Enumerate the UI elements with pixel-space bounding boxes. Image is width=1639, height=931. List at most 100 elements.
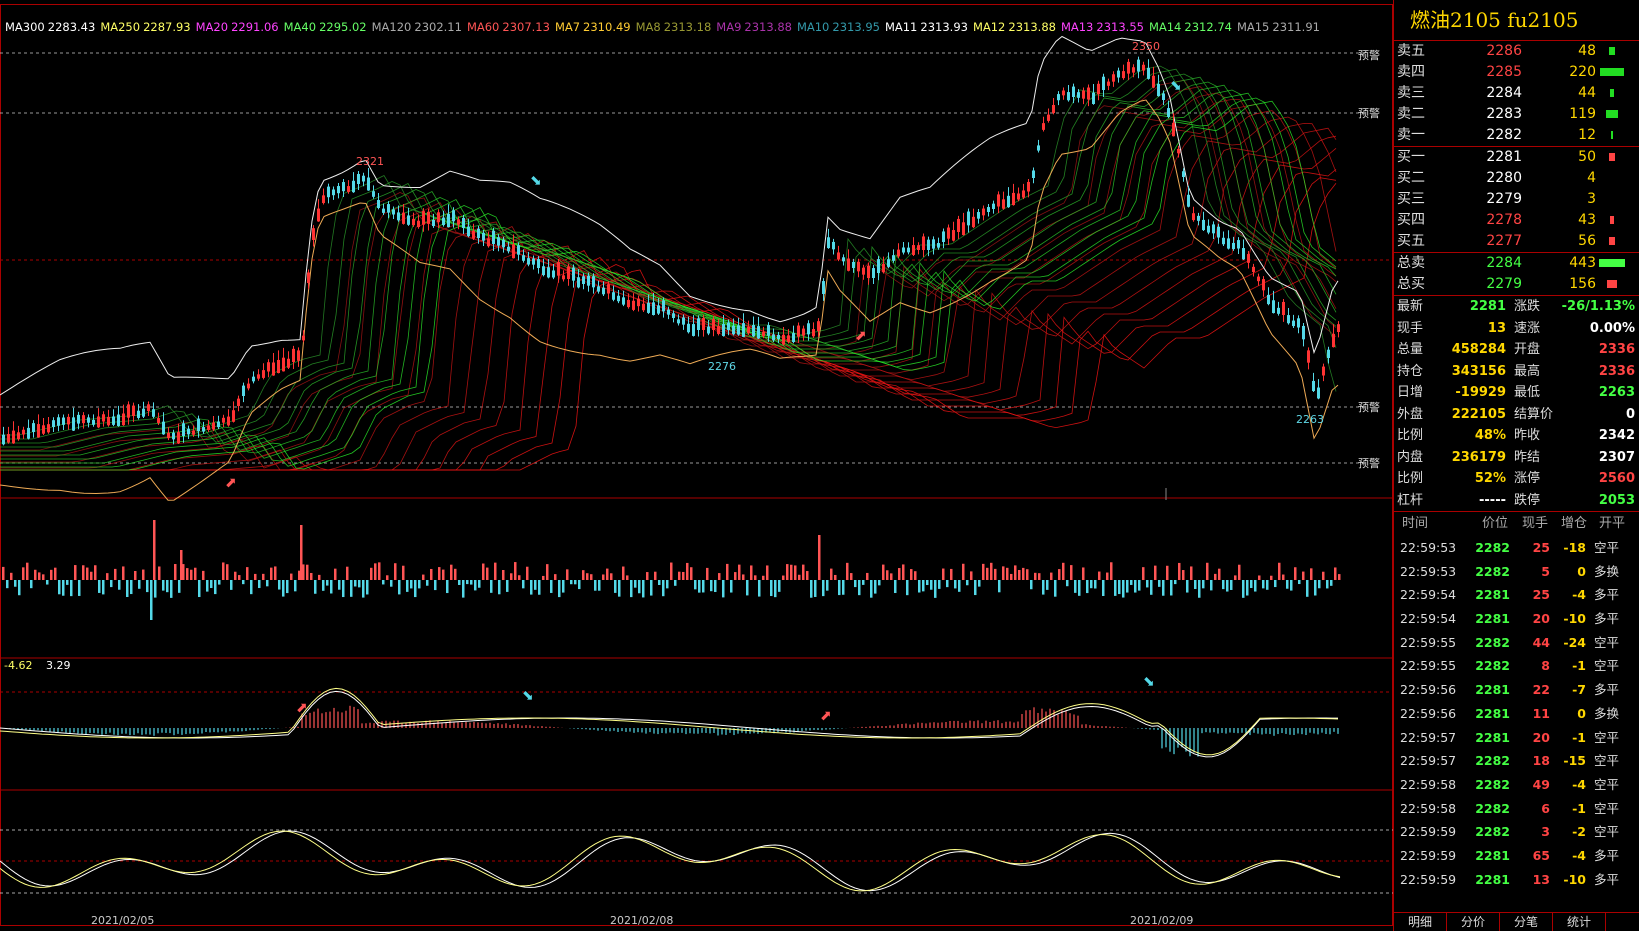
alarm-label-2: 预警 bbox=[1358, 107, 1380, 120]
order-book-row[interactable]: 卖五 2286 48 bbox=[1394, 41, 1639, 62]
candle-body bbox=[512, 244, 515, 259]
candle-body bbox=[587, 275, 590, 286]
order-book-row[interactable]: 买五 2277 56 bbox=[1394, 231, 1639, 252]
candle-body bbox=[1117, 70, 1120, 78]
book-level-label: 卖三 bbox=[1397, 85, 1425, 101]
tick-row[interactable]: 22:59:56 2281 22 -7 多平 bbox=[1394, 678, 1639, 702]
candle-body bbox=[792, 333, 795, 343]
volume-bar bbox=[10, 572, 13, 580]
tick-row[interactable]: 22:59:59 2281 13 -10 多平 bbox=[1394, 868, 1639, 892]
candle-body bbox=[897, 249, 900, 257]
volume-bar bbox=[750, 565, 753, 580]
stat-label: 杠杆 bbox=[1397, 492, 1424, 508]
chart-area[interactable]: ⬊ ⬈ ⬈ ⬊ ⬈ ⬊ ⬈ ⬊ MA300 2283.43 MA250 2287.93 MA20 229… bbox=[0, 0, 1393, 931]
tick-type: 空平 bbox=[1594, 800, 1620, 816]
tick-list[interactable]: 22:59:53 2282 25 -18 空平 22:59:53 2282 5 0 多换 22:59… bbox=[1394, 536, 1639, 891]
tick-row[interactable]: 22:59:59 2282 3 -2 空平 bbox=[1394, 820, 1639, 844]
ma-indicator-bar: MA300 2283.43 MA250 2287.93 MA20 2291.06 MA40 2… bbox=[0, 20, 1393, 40]
candle-body bbox=[1242, 248, 1245, 260]
stat-value: 2307 bbox=[1598, 449, 1635, 465]
tick-row[interactable]: 22:59:53 2282 5 0 多换 bbox=[1394, 560, 1639, 584]
candle-body bbox=[1292, 320, 1295, 327]
tick-time: 22:59:57 bbox=[1400, 729, 1457, 745]
order-book-row[interactable]: 卖一 2282 12 bbox=[1394, 125, 1639, 146]
tick-row[interactable]: 22:59:54 2281 20 -10 多平 bbox=[1394, 607, 1639, 631]
candle-body bbox=[452, 210, 455, 222]
order-book-row[interactable]: 总买 2279 156 bbox=[1394, 274, 1639, 295]
stat-row: 日增 -19929 最低 2263 bbox=[1394, 382, 1639, 404]
order-book-row[interactable]: 卖二 2283 119 bbox=[1394, 104, 1639, 125]
tick-row[interactable]: 22:59:53 2282 25 -18 空平 bbox=[1394, 536, 1639, 560]
volume-bar bbox=[1098, 571, 1101, 580]
volume-bar bbox=[534, 580, 537, 590]
volume-bar bbox=[1090, 580, 1093, 589]
tick-row[interactable]: 22:59:57 2281 20 -1 空平 bbox=[1394, 726, 1639, 750]
tab-1[interactable]: 分价 bbox=[1447, 913, 1500, 931]
candle-body bbox=[672, 313, 675, 318]
candle-body bbox=[1097, 83, 1100, 95]
tick-row[interactable]: 22:59:58 2282 49 -4 空平 bbox=[1394, 773, 1639, 797]
candle-body bbox=[597, 286, 600, 292]
tab-0[interactable]: 明细 bbox=[1394, 913, 1447, 931]
candle-body bbox=[862, 267, 865, 275]
tick-row[interactable]: 22:59:55 2282 8 -1 空平 bbox=[1394, 654, 1639, 678]
order-book-row[interactable]: 总卖 2284 443 bbox=[1394, 253, 1639, 274]
tick-row[interactable]: 22:59:59 2281 65 -4 多平 bbox=[1394, 844, 1639, 868]
kline-chart[interactable]: ⬊ ⬈ ⬈ ⬊ ⬈ ⬊ ⬈ ⬊ bbox=[0, 0, 1393, 931]
volume-bar bbox=[546, 564, 549, 580]
stat-label: 最新 bbox=[1397, 299, 1424, 314]
price-low-label: 2276 bbox=[708, 360, 736, 373]
volume-bar bbox=[1138, 580, 1141, 591]
candle-body bbox=[462, 217, 465, 228]
candle-body bbox=[577, 277, 580, 288]
volume-bar bbox=[290, 573, 293, 580]
volume-bar bbox=[882, 564, 885, 580]
book-qty: 156 bbox=[1569, 276, 1596, 292]
tab-2[interactable]: 分笔 bbox=[1500, 913, 1553, 931]
tick-row[interactable]: 22:59:56 2281 11 0 多换 bbox=[1394, 702, 1639, 726]
volume-bar bbox=[1122, 580, 1125, 598]
candle-body bbox=[107, 416, 110, 426]
tab-3[interactable]: 统计 bbox=[1553, 913, 1606, 931]
ma-indicator: MA11 bbox=[884, 20, 918, 34]
candle-body bbox=[267, 362, 270, 372]
book-price: 2279 bbox=[1486, 276, 1522, 292]
tick-row[interactable]: 22:59:54 2281 25 -4 多平 bbox=[1394, 583, 1639, 607]
book-price: 2284 bbox=[1486, 255, 1522, 271]
order-book-row[interactable]: 卖四 2285 220 bbox=[1394, 62, 1639, 83]
tick-price: 2282 bbox=[1475, 634, 1510, 650]
order-book-row[interactable]: 买一 2281 50 bbox=[1394, 147, 1639, 168]
candle-body bbox=[1327, 349, 1330, 358]
stat-label: 比例 bbox=[1397, 428, 1424, 443]
order-book-row[interactable]: 卖三 2284 44 bbox=[1394, 83, 1639, 104]
ma-indicator: MA8 bbox=[635, 20, 661, 34]
book-price: 2279 bbox=[1486, 191, 1522, 207]
order-book-row[interactable]: 买二 2280 4 bbox=[1394, 168, 1639, 189]
volume-bar bbox=[242, 580, 245, 585]
candle-body bbox=[807, 323, 810, 335]
candle-body bbox=[1007, 195, 1010, 208]
candle-body bbox=[1257, 276, 1260, 282]
ma-line bbox=[0, 81, 1337, 452]
ma-indicator-value: 2313.95 bbox=[832, 20, 880, 34]
volume-bar bbox=[1274, 580, 1277, 588]
volume-bar bbox=[1330, 580, 1333, 586]
candle-body bbox=[277, 359, 280, 374]
candle-body bbox=[1167, 108, 1170, 117]
tick-row[interactable]: 22:59:55 2282 44 -24 空平 bbox=[1394, 631, 1639, 655]
tick-row[interactable]: 22:59:58 2282 6 -1 空平 bbox=[1394, 797, 1639, 821]
tick-row[interactable]: 22:59:57 2282 18 -15 空平 bbox=[1394, 749, 1639, 773]
candle-body bbox=[1332, 333, 1335, 348]
stat-value: 2263 bbox=[1598, 385, 1635, 400]
tick-price: 2281 bbox=[1475, 611, 1510, 627]
candle-body bbox=[152, 409, 155, 417]
volume-bar bbox=[1314, 580, 1317, 596]
volume-bar bbox=[970, 571, 973, 580]
volume-bar bbox=[154, 580, 157, 598]
tick-time: 22:59:58 bbox=[1400, 800, 1457, 816]
stat-value: -26/1.13% bbox=[1561, 299, 1635, 314]
order-book-row[interactable]: 买三 2279 3 bbox=[1394, 189, 1639, 210]
stat-label: 比例 bbox=[1397, 471, 1424, 486]
candle-body bbox=[1087, 87, 1090, 100]
order-book-row[interactable]: 买四 2278 43 bbox=[1394, 210, 1639, 231]
